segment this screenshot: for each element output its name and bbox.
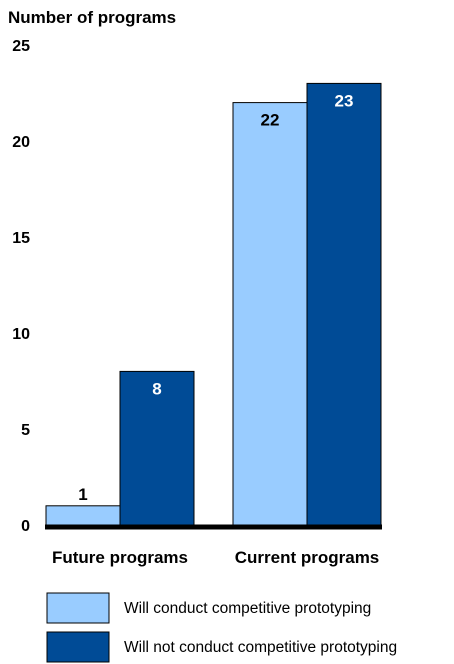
y-tick-label-25: 25 <box>12 38 30 55</box>
bar-value-label-0-0: 1 <box>78 485 87 504</box>
legend: Will conduct competitive prototyping Will… <box>46 592 397 663</box>
bar-1-0 <box>232 102 308 526</box>
y-axis-title: Number of programs <box>8 8 176 27</box>
legend-label-0: Will conduct competitive prototyping <box>124 600 371 617</box>
y-tick-label-15: 15 <box>12 230 30 247</box>
legend-swatch-1 <box>46 631 110 663</box>
bar-0-0 <box>45 505 121 526</box>
y-axis-ticks: 0 5 10 15 20 25 <box>12 38 30 535</box>
bar-value-label-1-0: 22 <box>261 111 280 130</box>
bar-value-label-1-1: 23 <box>335 91 354 110</box>
bar-1-1 <box>306 82 382 526</box>
legend-swatch-0 <box>46 592 110 624</box>
bars-group <box>45 82 382 526</box>
legend-label-1: Will not conduct competitive prototyping <box>124 639 397 656</box>
bar-value-label-0-1: 8 <box>152 379 161 398</box>
category-label-1: Current programs <box>235 548 380 567</box>
category-label-0: Future programs <box>52 548 188 567</box>
y-tick-label-0: 0 <box>21 518 30 535</box>
y-tick-label-20: 20 <box>12 134 30 151</box>
y-tick-label-5: 5 <box>21 422 30 439</box>
bar-labels-group: 1 8 22 23 <box>78 91 353 503</box>
y-tick-label-10: 10 <box>12 326 30 343</box>
category-labels-group: Future programs Current programs <box>52 548 379 567</box>
bar-0-1 <box>119 370 195 526</box>
